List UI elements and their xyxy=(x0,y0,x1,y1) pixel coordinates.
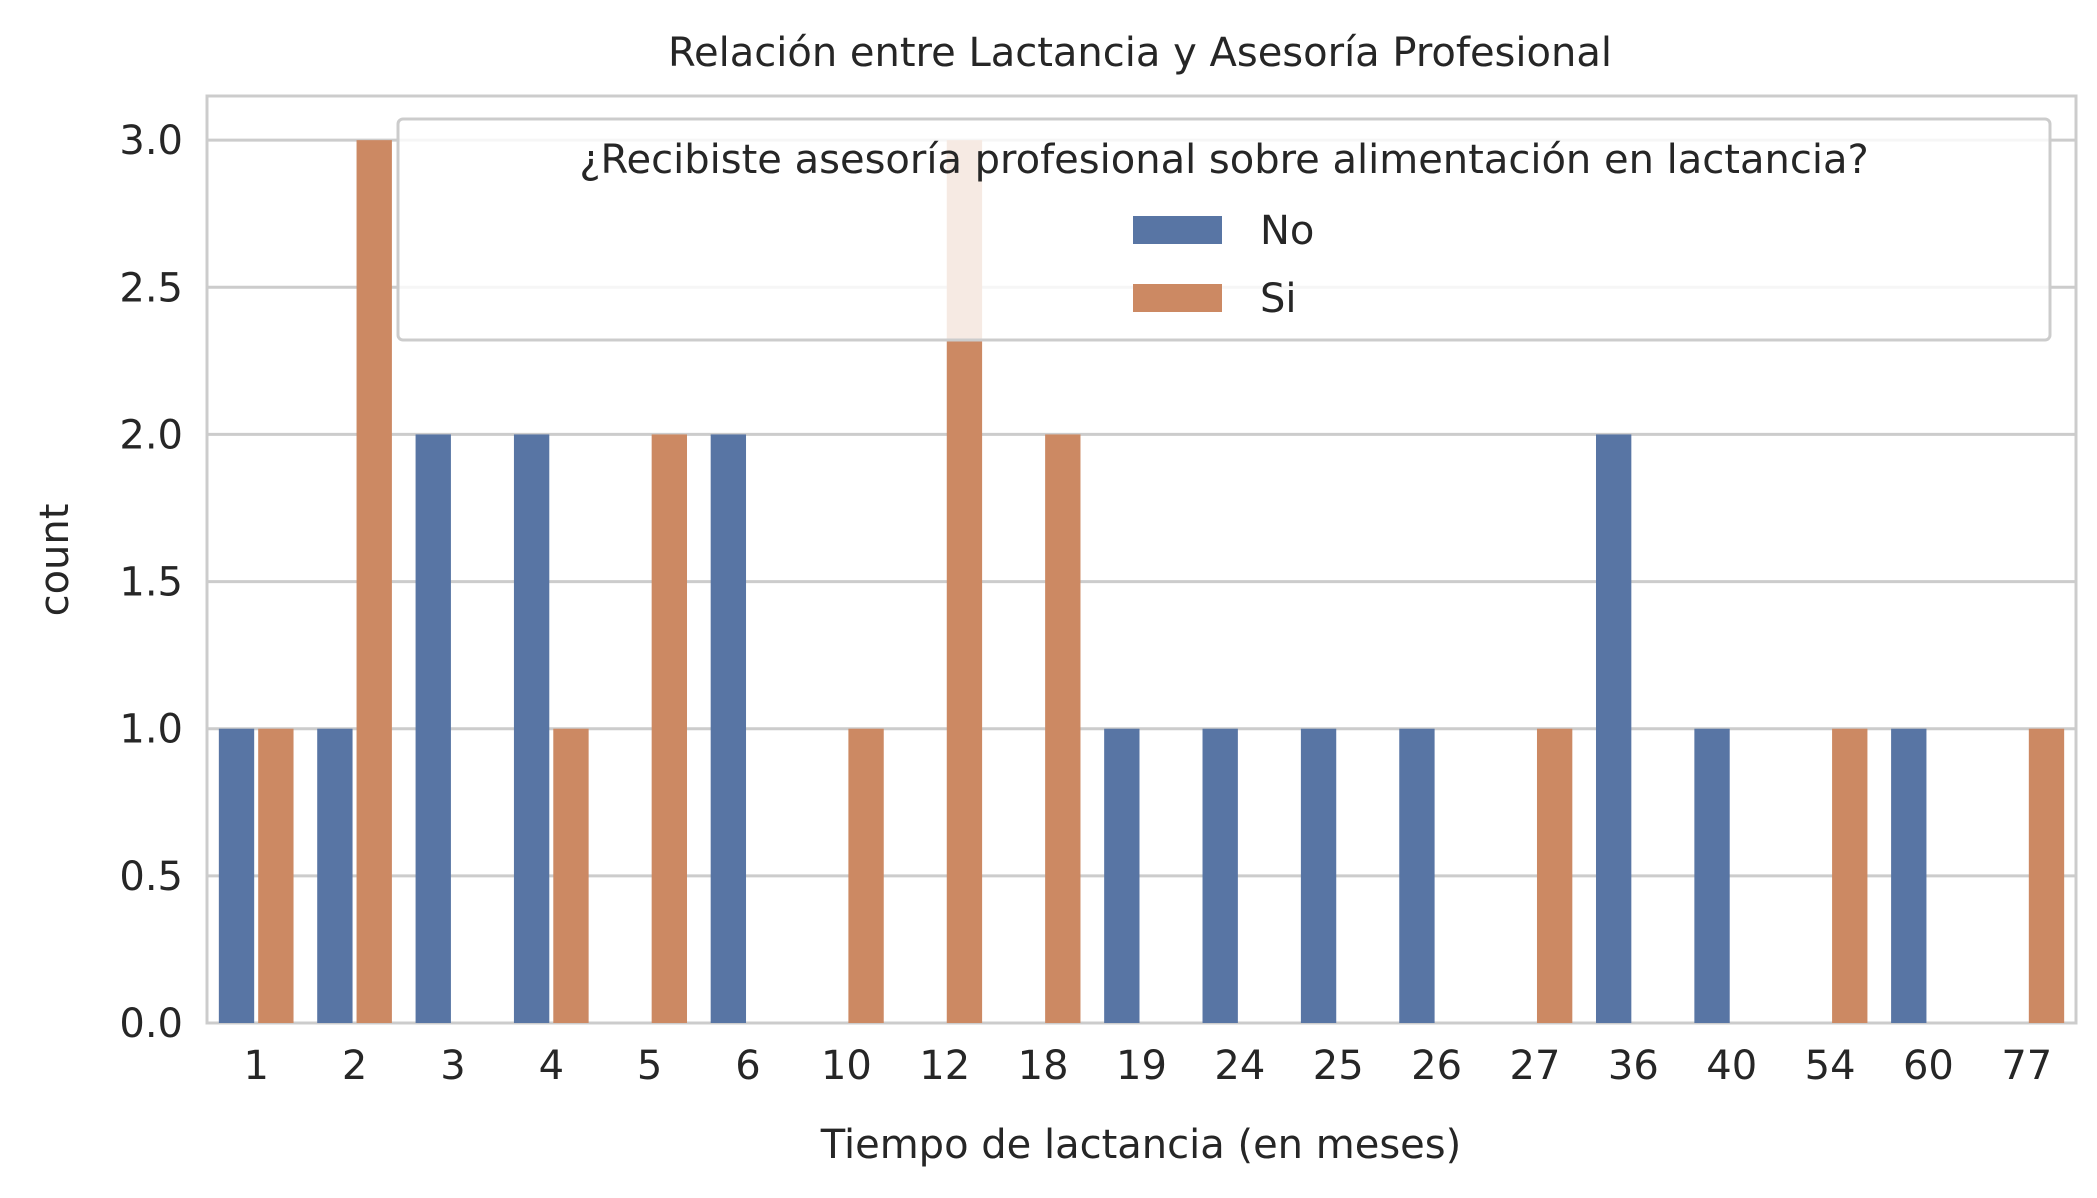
x-tick-label: 26 xyxy=(1411,1043,1462,1089)
bar-no-26 xyxy=(1399,728,1435,1023)
x-tick-label: 19 xyxy=(1116,1043,1167,1089)
bar-no-60 xyxy=(1891,728,1927,1023)
x-tick-label: 36 xyxy=(1608,1043,1659,1089)
legend: ¿Recibiste asesoría profesional sobre al… xyxy=(396,117,2052,342)
bar-no-1 xyxy=(218,728,255,1023)
bar-no-3 xyxy=(415,434,451,1023)
bar-no-2 xyxy=(317,728,353,1023)
x-tick-label: 10 xyxy=(821,1043,872,1089)
bar-no-36 xyxy=(1595,434,1632,1023)
chart-title: Relación entre Lactancia y Asesoría Prof… xyxy=(668,30,1612,76)
bar-si-1 xyxy=(258,728,294,1023)
legend-swatch-no xyxy=(1133,216,1222,244)
x-tick-label: 2 xyxy=(342,1043,367,1089)
bars xyxy=(218,140,2065,1024)
x-tick-label: 77 xyxy=(2001,1043,2052,1089)
legend-label-si: Si xyxy=(1260,276,1297,322)
legend-label-no: No xyxy=(1260,208,1314,254)
x-tick-label: 25 xyxy=(1313,1043,1364,1089)
x-tick-label: 6 xyxy=(735,1043,760,1089)
y-tick-label: 2.5 xyxy=(119,265,183,311)
bar-no-6 xyxy=(710,434,747,1023)
bar-si-4 xyxy=(553,728,589,1023)
y-tick-label: 0.0 xyxy=(119,1001,183,1047)
bar-no-4 xyxy=(513,434,550,1023)
x-tick-label: 1 xyxy=(243,1043,268,1089)
legend-swatch-si xyxy=(1133,284,1222,312)
y-tick-label: 0.5 xyxy=(119,854,183,900)
y-axis-ticks: 0.0 0.5 1.0 1.5 2.0 2.5 3.0 xyxy=(119,118,183,1047)
bar-si-2 xyxy=(356,140,392,1024)
bar-no-19 xyxy=(1104,728,1140,1023)
bar-si-54 xyxy=(1832,728,1868,1023)
x-tick-label: 3 xyxy=(440,1043,465,1089)
y-tick-label: 2.0 xyxy=(119,412,183,458)
y-axis-label: count xyxy=(32,504,78,617)
bar-no-40 xyxy=(1694,728,1730,1023)
x-tick-label: 12 xyxy=(919,1043,970,1089)
x-tick-label: 4 xyxy=(539,1043,564,1089)
bar-no-25 xyxy=(1300,728,1337,1023)
bar-si-18 xyxy=(1045,434,1081,1023)
x-tick-label: 60 xyxy=(1903,1043,1954,1089)
x-tick-label: 54 xyxy=(1805,1043,1856,1089)
legend-box xyxy=(396,117,2052,342)
bar-no-24 xyxy=(1202,728,1238,1023)
x-tick-label: 27 xyxy=(1510,1043,1561,1089)
x-axis-label: Tiempo de lactancia (en meses) xyxy=(820,1122,1461,1168)
bar-si-10 xyxy=(848,728,884,1023)
x-tick-label: 24 xyxy=(1214,1043,1265,1089)
x-tick-label: 5 xyxy=(637,1043,662,1089)
bar-si-27 xyxy=(1536,728,1573,1023)
legend-entries: No Si xyxy=(1133,208,1314,322)
x-axis-ticks: 1 2 3 4 5 6 10 12 18 19 24 25 26 27 36 40 54 60 77 xyxy=(243,1043,2052,1089)
bar-si-5 xyxy=(651,434,688,1023)
bar-si-77 xyxy=(2028,728,2065,1023)
x-tick-label: 18 xyxy=(1018,1043,1069,1089)
x-tick-label: 40 xyxy=(1706,1043,1757,1089)
legend-title: ¿Recibiste asesoría profesional sobre al… xyxy=(579,137,1868,183)
y-tick-label: 1.0 xyxy=(119,707,183,753)
y-tick-label: 3.0 xyxy=(119,118,183,164)
y-tick-label: 1.5 xyxy=(119,560,183,606)
